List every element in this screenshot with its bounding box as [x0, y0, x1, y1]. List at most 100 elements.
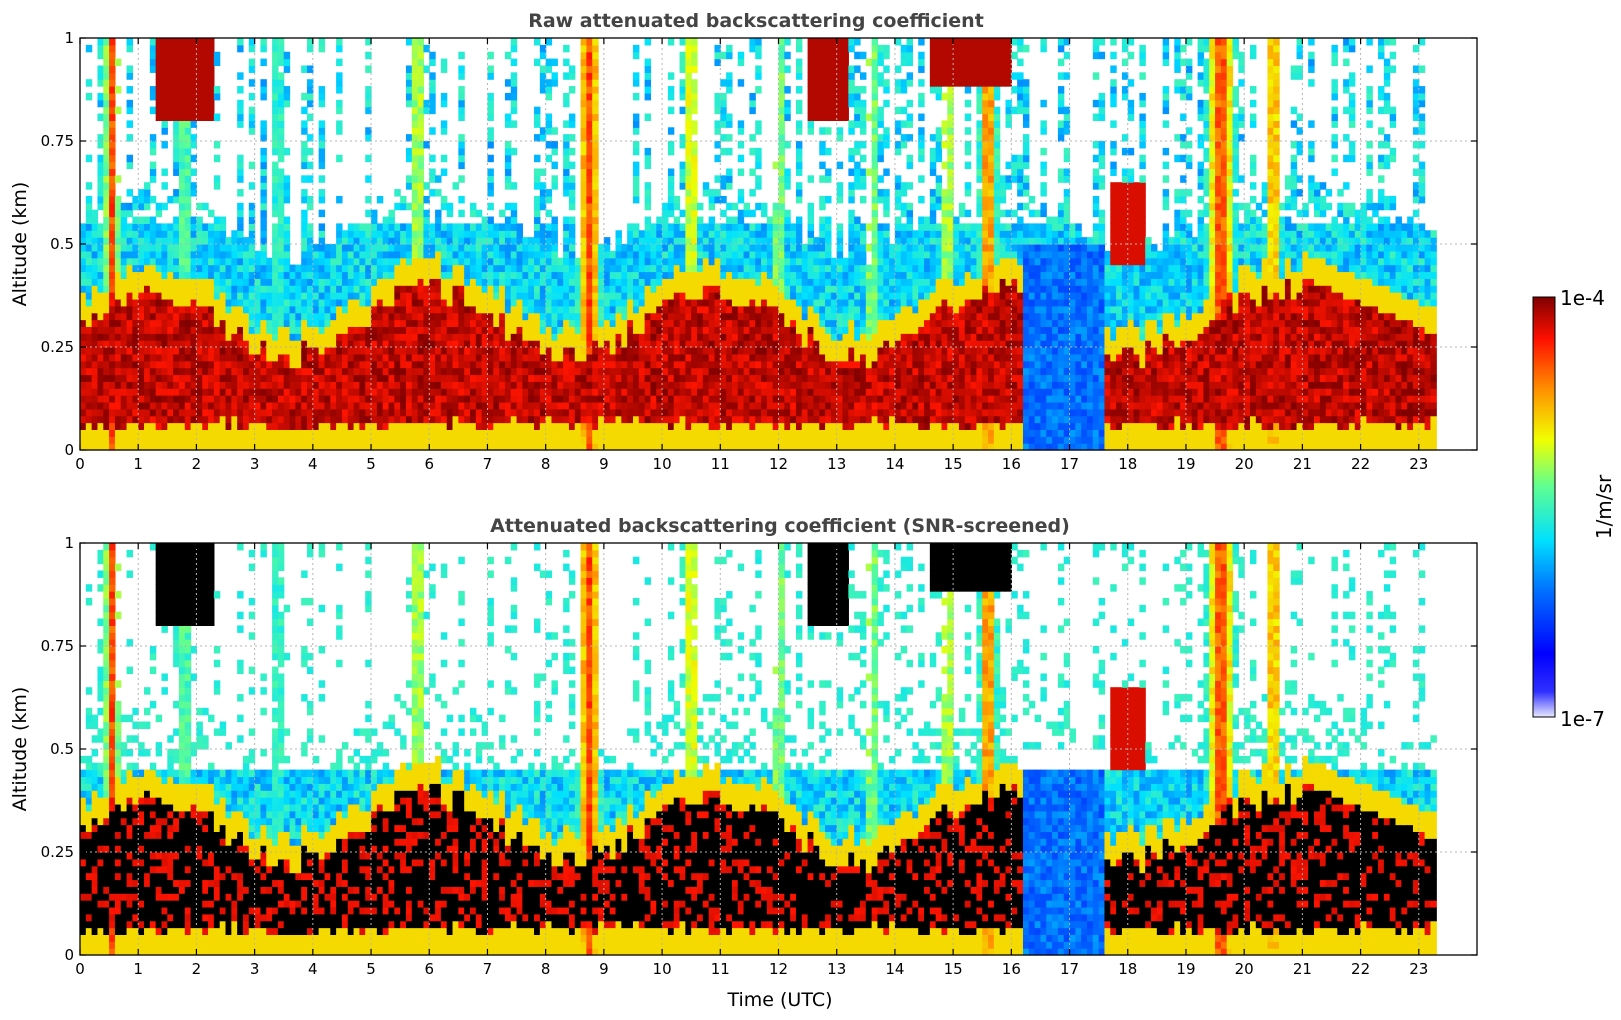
heatmap-cell [458, 257, 465, 266]
heatmap-cell [644, 58, 652, 67]
heatmap-cell [260, 189, 267, 197]
heatmap-cell [114, 285, 122, 293]
heatmap-cell [504, 51, 512, 60]
heatmap-cell [470, 388, 477, 396]
heatmap-cell [341, 278, 349, 286]
heatmap-cell [632, 44, 640, 53]
heatmap-cell [376, 374, 384, 382]
heatmap-cell [714, 195, 721, 204]
heatmap-cell [178, 209, 186, 218]
heatmap-cell [598, 367, 605, 376]
heatmap-cell [126, 292, 133, 300]
heatmap-cell [120, 381, 128, 389]
heatmap-cell [167, 271, 174, 279]
heatmap-cell [568, 312, 576, 321]
heatmap-cell [440, 223, 448, 231]
heatmap-cell [365, 292, 372, 300]
heatmap-cell [679, 401, 686, 410]
heatmap-cell [592, 202, 599, 211]
heatmap-cell [103, 436, 110, 444]
heatmap-cell [272, 51, 279, 60]
heatmap-cell [202, 106, 209, 115]
heatmap-cell [405, 230, 413, 238]
heatmap-cell [766, 292, 774, 300]
heatmap-cell [504, 388, 512, 396]
heatmap-cell [260, 298, 267, 307]
heatmap-cell [691, 285, 698, 293]
heatmap-cell [382, 257, 390, 266]
heatmap-cell [167, 374, 174, 382]
heatmap-cell [539, 51, 547, 60]
heatmap-cell [539, 72, 547, 80]
heatmap-cell [202, 79, 209, 87]
heatmap-cell [592, 292, 599, 300]
heatmap-cell [673, 278, 681, 286]
heatmap-cell [458, 374, 465, 382]
heatmap-cell [138, 395, 145, 403]
heatmap-cell [301, 292, 308, 300]
heatmap-cell [248, 422, 256, 430]
heatmap-cell [295, 360, 302, 369]
heatmap-cell [120, 319, 128, 327]
heatmap-cell [394, 244, 401, 252]
heatmap-cell [487, 312, 494, 321]
heatmap-cell [149, 367, 157, 376]
heatmap-cell [586, 340, 593, 348]
heatmap-cell [312, 408, 320, 417]
heatmap-cell [242, 408, 250, 417]
heatmap-cell [411, 340, 419, 348]
heatmap-cell [685, 237, 692, 245]
heatmap-cell [417, 429, 425, 437]
heatmap-cell [120, 395, 128, 403]
heatmap-cell [202, 429, 209, 437]
heatmap-cell [173, 244, 180, 252]
heatmap-cell [423, 326, 430, 334]
heatmap-cell [336, 381, 343, 389]
heatmap-cell [225, 319, 232, 327]
heatmap-cell [615, 436, 622, 444]
heatmap-cell [149, 408, 157, 417]
heatmap-cell [627, 347, 634, 355]
heatmap-cell [708, 436, 716, 444]
heatmap-cell [580, 312, 588, 321]
heatmap-cell [394, 264, 401, 273]
heatmap-cell [173, 65, 180, 73]
heatmap-cell [376, 230, 384, 238]
heatmap-cell [80, 305, 87, 314]
heatmap-cell [231, 319, 238, 327]
heatmap-cell [586, 161, 593, 170]
heatmap-cell [697, 381, 704, 389]
heatmap-cell [755, 244, 762, 252]
heatmap-cell [458, 161, 465, 170]
heatmap-cell [184, 436, 192, 444]
heatmap-cell [353, 244, 360, 252]
heatmap-cell [301, 161, 308, 170]
heatmap-cell [382, 347, 390, 355]
heatmap-cell [132, 347, 139, 355]
heatmap-cell [499, 271, 506, 279]
heatmap-cell [376, 333, 384, 341]
heatmap-cell [190, 257, 198, 266]
heatmap-cell [580, 422, 588, 430]
heatmap-cell [615, 347, 622, 355]
heatmap-cell [493, 271, 500, 279]
heatmap-cell [761, 422, 768, 430]
heatmap-cell [510, 79, 518, 87]
heatmap-cell [295, 264, 302, 273]
heatmap-cell [272, 120, 279, 128]
heatmap-cell [446, 443, 454, 451]
heatmap-cell [504, 92, 512, 101]
heatmap-cell [708, 189, 716, 197]
heatmap-cell [464, 319, 471, 327]
heatmap-cell [551, 250, 558, 259]
heatmap-cell [388, 367, 395, 376]
heatmap-cell [423, 374, 430, 382]
heatmap-cell [318, 195, 326, 204]
heatmap-cell [411, 134, 419, 142]
heatmap-cell [178, 230, 186, 238]
heatmap-cell [609, 326, 617, 334]
heatmap-cell [394, 189, 401, 197]
heatmap-cell [411, 216, 419, 224]
heatmap-cell [126, 264, 133, 273]
heatmap-cell [126, 415, 133, 424]
